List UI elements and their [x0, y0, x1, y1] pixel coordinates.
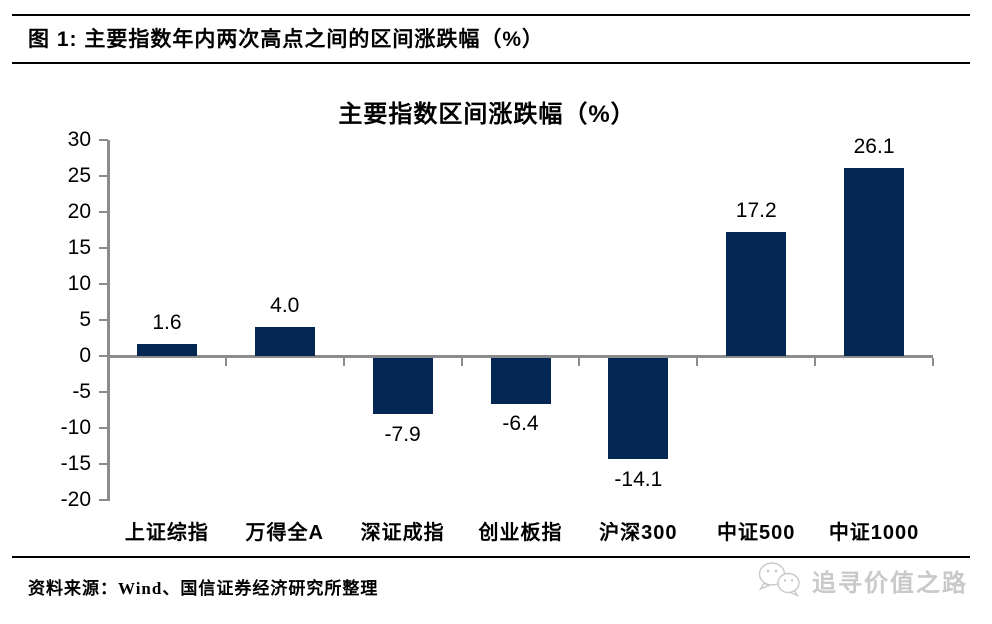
x-axis-tick [224, 357, 227, 366]
x-category-label: 上证综指 [124, 522, 209, 544]
bar [490, 357, 551, 404]
x-axis-tick [814, 357, 817, 366]
source-text: 资料来源：Wind、国信证券经济研究所整理 [28, 579, 379, 598]
bar [608, 357, 669, 460]
x-axis-line [108, 354, 933, 358]
footer-rule [12, 556, 970, 558]
x-category-label: 万得全A [245, 522, 324, 544]
y-axis-tick [99, 319, 108, 321]
y-tick-label: 30 [67, 128, 91, 151]
bar-value-label: 26.1 [853, 135, 895, 159]
y-tick-label: 15 [67, 236, 91, 259]
x-axis-tick [107, 357, 109, 366]
x-category-label: 沪深300 [599, 522, 678, 544]
bar-value-label: 17.2 [735, 199, 777, 223]
x-axis-tick [460, 357, 463, 366]
y-axis-tick [99, 211, 108, 213]
y-tick-label: 0 [79, 344, 91, 367]
bar [136, 344, 197, 356]
x-axis-tick [578, 357, 581, 366]
y-tick-label: 25 [67, 164, 91, 187]
wechat-icon [758, 562, 800, 597]
y-axis-tick [99, 355, 108, 357]
x-axis-tick [342, 357, 345, 366]
y-axis-tick [99, 283, 108, 285]
x-axis-tick [696, 357, 699, 366]
bar-value-label: 1.6 [152, 311, 182, 335]
x-axis-tick [932, 357, 934, 366]
y-tick-label: 5 [79, 308, 91, 331]
y-tick-label: -20 [60, 488, 91, 511]
plot-area: 30 25 20 15 10 5 0 -5 -10 -15 -20 1.6 上证综指 4.0 万得全A -7.… [61, 128, 934, 544]
bar [726, 232, 787, 356]
chart-title: 主要指数区间涨跌幅（%） [338, 101, 636, 128]
figure-header-title: 图 1: 主要指数年内两次高点之间的区间涨跌幅（%） [28, 28, 545, 51]
bar [372, 357, 433, 415]
y-axis-tick [99, 499, 108, 501]
x-category-label: 中证1000 [828, 522, 920, 544]
y-axis-tick [99, 175, 108, 177]
y-axis-tick [99, 463, 108, 465]
y-axis-tick [99, 427, 108, 429]
x-category-label: 中证500 [717, 522, 796, 544]
brand-logo-text: 追寻价值之路 [812, 569, 968, 597]
y-tick-label: -5 [72, 380, 91, 403]
header-rule-top [12, 14, 970, 16]
y-tick-label: -15 [60, 452, 91, 475]
y-tick-label: -10 [60, 416, 91, 439]
x-category-label: 创业板指 [478, 522, 563, 544]
header-rule-bottom [12, 62, 970, 64]
bar [844, 168, 905, 356]
bar [254, 327, 315, 356]
bar-value-label: -7.9 [384, 422, 421, 446]
y-axis-line [107, 140, 110, 501]
y-tick-label: 20 [67, 200, 91, 223]
bar-value-label: -14.1 [614, 467, 663, 491]
bar-value-label: -6.4 [502, 412, 539, 436]
x-category-label: 深证成指 [360, 522, 445, 544]
y-axis-tick [99, 391, 108, 393]
y-tick-label: 10 [67, 272, 91, 295]
y-axis-tick [99, 247, 108, 249]
bar-value-label: 4.0 [270, 294, 300, 318]
y-axis-tick [99, 139, 108, 141]
brand-logo: 追寻价值之路 [756, 560, 968, 600]
